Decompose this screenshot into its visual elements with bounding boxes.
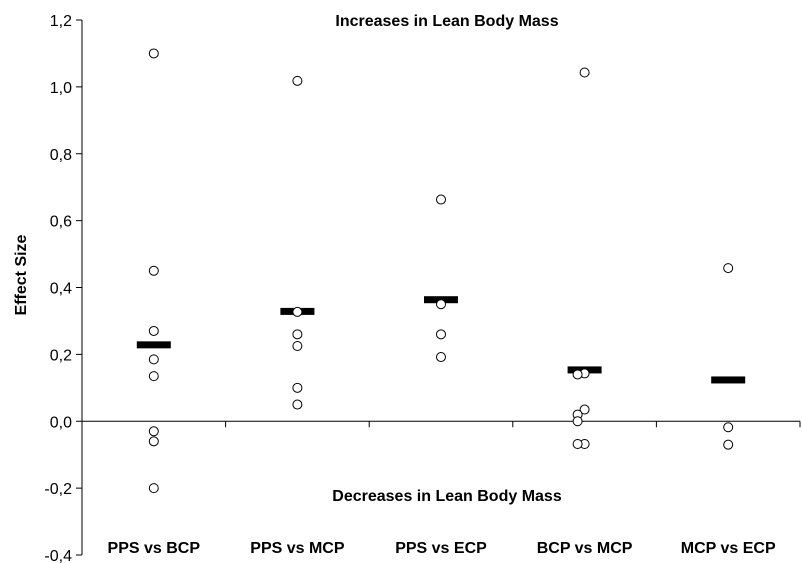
y-tick-label: 0,6: [50, 214, 72, 231]
annotation-bottom: Decreases in Lean Body Mass: [332, 488, 562, 505]
y-tick-label: 0,4: [50, 281, 72, 298]
data-point: [292, 329, 303, 340]
annotation-top: Increases in Lean Body Mass: [335, 13, 558, 30]
mean-bars: [136, 296, 746, 384]
y-tick-label: 1,2: [50, 13, 72, 30]
data-point: [723, 439, 734, 450]
y-tick-label: 0,0: [50, 414, 72, 431]
data-point: [148, 371, 159, 382]
data-point: [579, 404, 590, 415]
data-point: [436, 329, 446, 340]
data-point: [292, 382, 303, 393]
category-labels: PPS vs BCP PPS vs MCP PPS vs ECP BCP vs MCP…: [108, 540, 776, 557]
data-point: [572, 369, 583, 380]
axes: [81, 20, 801, 555]
data-point: [148, 436, 159, 447]
data-point: [572, 416, 583, 427]
data-point: [723, 422, 734, 433]
data-points: [148, 48, 734, 494]
y-tick-label: 0,2: [50, 347, 72, 364]
data-point: [148, 48, 159, 59]
data-point: [292, 75, 303, 86]
data-point: [723, 263, 734, 274]
category-label: PPS vs ECP: [395, 540, 487, 557]
category-label: PPS vs BCP: [108, 540, 201, 557]
y-tick-label: 1,0: [50, 80, 72, 97]
category-label: MCP vs ECP: [681, 540, 776, 557]
y-axis-label: Effect Size: [13, 234, 30, 315]
data-point: [148, 483, 159, 494]
data-point: [572, 438, 583, 449]
y-tick-label: 0,8: [50, 147, 72, 164]
data-point: [148, 426, 159, 437]
y-tick-label: -0,4: [44, 548, 72, 563]
data-point: [148, 325, 159, 336]
data-point: [579, 67, 590, 78]
y-tick-label: -0,2: [44, 481, 72, 498]
data-point: [292, 399, 303, 410]
category-label: PPS vs MCP: [250, 540, 345, 557]
data-point: [292, 341, 303, 352]
data-point: [436, 352, 446, 363]
y-ticks: -0,4 -0,2 0,0 0,2 0,4 0,6 0,8 1,0 1,2: [44, 13, 82, 563]
data-point: [436, 299, 446, 310]
data-point: [148, 354, 159, 365]
data-point: [148, 265, 159, 276]
mean-bar: [711, 376, 746, 384]
category-label: BCP vs MCP: [537, 540, 633, 557]
data-point: [292, 306, 303, 317]
mean-bar: [136, 341, 171, 349]
data-point: [436, 194, 446, 205]
